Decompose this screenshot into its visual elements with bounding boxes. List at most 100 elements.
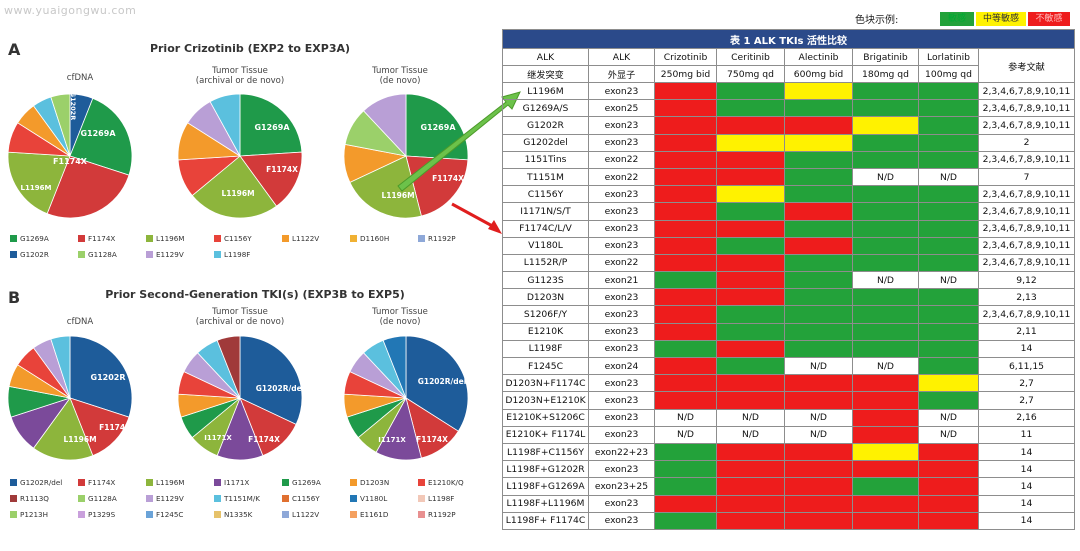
legend-label: F1174X (88, 234, 116, 243)
exon-cell: exon23 (588, 236, 655, 255)
mutation-cell: F1245C (502, 356, 589, 376)
legend-swatch (146, 251, 153, 258)
reference-cell: 2,3,4,6,7,8,9,10,11 (978, 202, 1075, 221)
activity-cell (654, 477, 717, 496)
table-row: G1202del exon23 2 (502, 133, 1075, 152)
activity-cell (784, 477, 853, 496)
reference-cell: 2,3,4,6,7,8,9,10,11 (978, 99, 1075, 118)
legend-swatch (214, 251, 221, 258)
exon-cell: exon23 (588, 494, 655, 513)
pie-label: F1174X (416, 435, 448, 444)
activity-cell (716, 253, 785, 273)
header-ceritinib: Ceritinib (716, 48, 785, 66)
table-row: G1269A/S exon25 2,3,4,6,7,8,9,10,11 (502, 99, 1075, 118)
legend-label: D1160H (360, 234, 390, 243)
panel-a-sub-2: Tumor Tissue (archival or de novo) (195, 66, 285, 86)
activity-cell (918, 116, 979, 135)
activity-cell: N/D (784, 356, 853, 376)
activity-cell (784, 219, 853, 238)
table-row: L1198F+ F1174C exon23 14 (502, 511, 1075, 530)
activity-cell (852, 81, 919, 101)
legend-label: G1202R/del (20, 478, 63, 487)
mutation-cell: E1210K+S1206C (502, 408, 589, 427)
legend-label: G1128A (88, 494, 117, 503)
mutation-cell: L1198F+ F1174C (502, 511, 589, 530)
exon-cell: exon23 (588, 460, 655, 479)
legend-swatch (418, 511, 425, 518)
table-row: L1198F+G1269A exon23+25 14 (502, 477, 1075, 496)
color-key-sensitive: 敏感 (940, 12, 974, 26)
activity-cell (654, 339, 717, 359)
legend-swatch (282, 235, 289, 242)
pie-slice (50, 93, 71, 157)
activity-cell (716, 271, 785, 290)
table-row: L1198F+L1196M exon23 14 (502, 494, 1075, 513)
reference-cell: 2,3,4,6,7,8,9,10,11 (978, 81, 1075, 101)
activity-cell (716, 133, 785, 152)
mutation-cell: T1151M (502, 167, 589, 187)
activity-cell: N/D (918, 408, 979, 427)
activity-cell (852, 460, 919, 479)
activity-cell (918, 305, 979, 324)
legend-label: D1203N (360, 478, 390, 487)
legend-item: R1192P (418, 234, 456, 243)
activity-cell (784, 374, 853, 393)
exon-cell: exon23 (588, 305, 655, 324)
mutation-cell: F1174C/L/V (502, 219, 589, 238)
reference-cell: 14 (978, 511, 1075, 530)
panel-b-letter: B (8, 288, 21, 307)
exon-cell: exon22+23 (588, 442, 655, 462)
activity-cell (852, 511, 919, 530)
activity-cell (784, 185, 853, 204)
mutation-cell: D1203N (502, 288, 589, 307)
activity-cell (852, 442, 919, 462)
header-alectinib: Alectinib (784, 48, 853, 66)
color-key-label: 色块示例: (855, 15, 899, 26)
legend-label: P1213H (20, 510, 49, 519)
activity-cell (852, 253, 919, 273)
activity-cell (716, 167, 785, 187)
pie-label: F1174X (53, 157, 88, 166)
mutation-cell: G1269A/S (502, 99, 589, 118)
table-row: S1206F/Y exon23 2,3,4,6,7,8,9,10,11 (502, 305, 1075, 324)
legend-swatch (78, 479, 85, 486)
legend-swatch (214, 511, 221, 518)
activity-cell (784, 116, 853, 135)
alk-tki-table: 表 1 ALK TKIs 活性比较 ALK ALK Crizotinib Cer… (502, 29, 1075, 530)
panel-a-sub-3: Tumor Tissue (de novo) (372, 66, 428, 86)
activity-cell: N/D (852, 167, 919, 187)
activity-cell: N/D (918, 271, 979, 290)
activity-cell (654, 116, 717, 135)
pie-slice (216, 335, 241, 399)
activity-cell (852, 391, 919, 410)
pie-slice (7, 151, 71, 215)
pie-label: G1202R/del (256, 384, 305, 393)
activity-cell: N/D (918, 167, 979, 187)
panel-b-title: Prior Second-Generation TKI(s) (EXP3B to… (105, 288, 405, 301)
table-row: V1180L exon23 2,3,4,6,7,8,9,10,11 (502, 236, 1075, 255)
exon-cell: exon23 (588, 511, 655, 530)
exon-cell: exon24 (588, 356, 655, 376)
reference-cell: 2 (978, 133, 1075, 152)
activity-cell (654, 442, 717, 462)
activity-cell (918, 288, 979, 307)
activity-cell: N/D (784, 425, 853, 444)
activity-cell: N/D (716, 425, 785, 444)
table-row: L1198F+C1156Y exon22+23 14 (502, 442, 1075, 462)
pie-slice (239, 335, 303, 425)
activity-cell (784, 271, 853, 290)
activity-cell (784, 322, 853, 341)
pie-slice (239, 93, 303, 157)
exon-cell: exon23 (588, 133, 655, 152)
reference-cell: 9,12 (978, 271, 1075, 290)
mutation-cell: V1180L (502, 236, 589, 255)
activity-cell: N/D (852, 271, 919, 290)
exon-cell: exon23 (588, 202, 655, 221)
activity-cell (918, 460, 979, 479)
mutation-cell: L1198F (502, 339, 589, 359)
reference-cell: 2,7 (978, 374, 1075, 393)
legend-item: L1198F (418, 494, 454, 503)
legend-label: G1202R (20, 250, 49, 259)
activity-cell (716, 185, 785, 204)
reference-cell: 14 (978, 494, 1075, 513)
